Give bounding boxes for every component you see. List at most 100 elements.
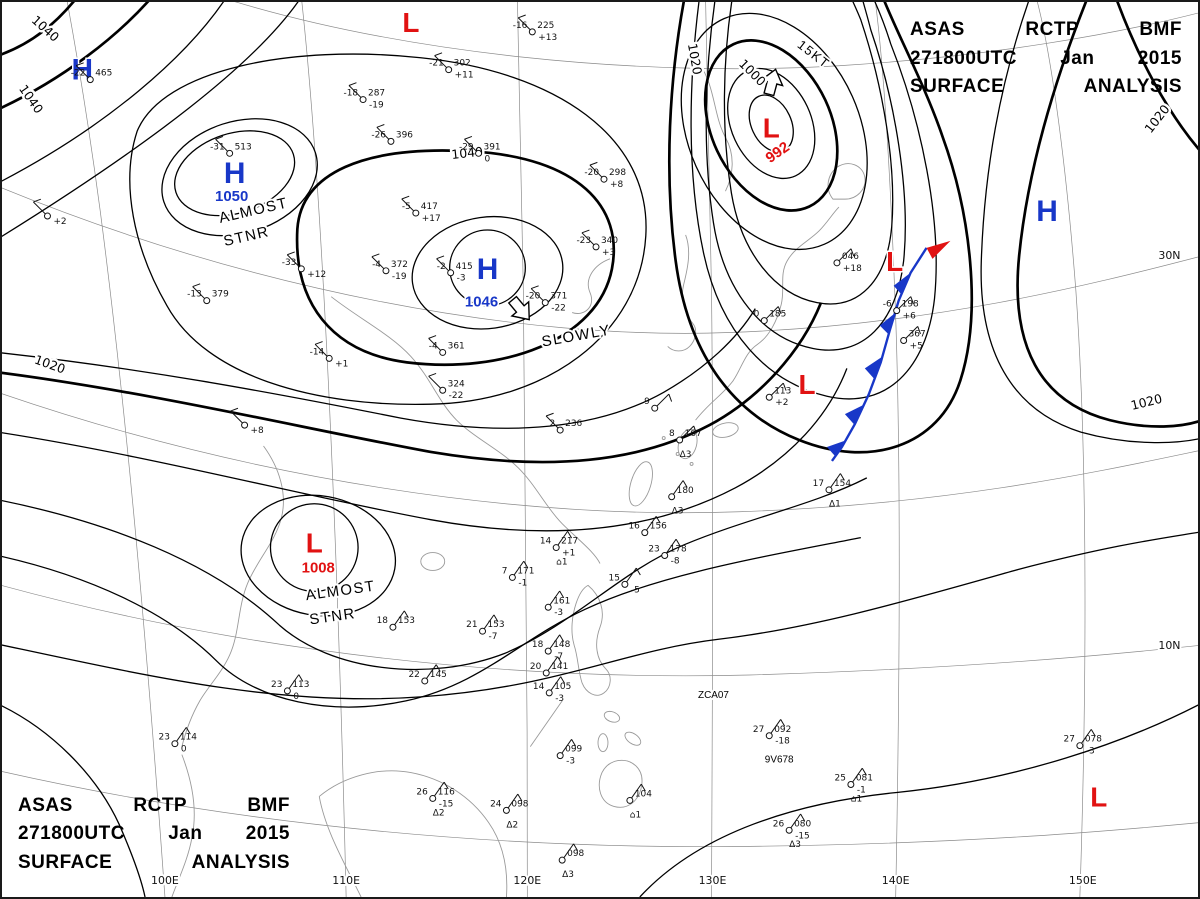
station-circle <box>765 393 773 401</box>
station-extra: Δ2 <box>506 820 518 830</box>
isobar-l992-ring-1 <box>748 94 794 153</box>
station-pressure: 105 <box>554 682 571 692</box>
station-pressure: 217 <box>561 537 578 547</box>
station-pressure: 287 <box>368 89 385 99</box>
station-temp: 23 <box>271 680 282 690</box>
station-plot: +8 <box>230 407 264 436</box>
station-plot: 099-3 <box>556 739 583 767</box>
station-plot: -20 298 +8 <box>584 161 626 190</box>
coast-visayas-1 <box>603 710 621 723</box>
grid-label: 110E <box>332 874 360 887</box>
annotation-stnr: STNR <box>222 223 271 250</box>
station-temp: 23 <box>648 545 659 555</box>
station-pressure: 046 <box>842 252 859 262</box>
station-temp: 0 <box>754 310 760 320</box>
wind-barb-tick <box>635 567 641 576</box>
isobar-low-open-1 <box>723 2 894 305</box>
station-plot: 18 148 -7 <box>532 634 571 662</box>
coast-visayas-3 <box>597 733 609 753</box>
title-line-2: 271800UTC Jan 2015 <box>910 47 1182 69</box>
station-plot: 21 153 -7 <box>466 614 505 642</box>
station-plot: 18 153 <box>377 610 415 631</box>
station-circle <box>203 297 211 305</box>
station-extra: Δ1 <box>829 500 841 510</box>
wind-barb-tick <box>839 473 845 481</box>
wind-barb-tick <box>428 372 437 377</box>
coast-okhotsk <box>699 63 733 192</box>
station-pressure: 114 <box>180 733 197 743</box>
coast-china <box>330 296 601 564</box>
station-tendency: -15 <box>439 799 454 809</box>
coast-hainan <box>420 552 446 571</box>
station-pressure: 465 <box>95 69 112 79</box>
station-pressure: 171 <box>517 566 534 576</box>
station-tendency: -19 <box>392 272 407 282</box>
station-tendency: +11 <box>455 71 474 81</box>
coast-taiwan <box>628 461 653 507</box>
station-pressure: 361 <box>448 341 465 351</box>
station-circle <box>545 689 553 697</box>
wind-barb-tick <box>559 634 565 642</box>
station-plot: -2 415 -3 <box>436 255 473 284</box>
isobar-1020-low <box>667 2 974 454</box>
isobar-label: 1020 <box>685 42 705 76</box>
cold-front-triangle <box>826 440 847 456</box>
station-circle <box>439 386 447 394</box>
open-arrow-icon <box>507 295 530 321</box>
station-extra: Δ3 <box>789 840 801 850</box>
meridian-120e <box>517 2 528 897</box>
station-pressure: 417 <box>421 202 438 212</box>
station-pressure: 513 <box>235 142 252 152</box>
wind-barb-tick <box>185 727 191 735</box>
low-center-symbol: L <box>886 246 903 277</box>
station-circle <box>445 66 453 74</box>
station-temp: 14 <box>540 537 552 547</box>
station-plot: -4 361 <box>428 335 465 356</box>
station-plot: -18 287 -19 <box>343 82 385 111</box>
station-plot: 104 ⌂1 <box>626 783 652 820</box>
station-pressure: 153 <box>398 616 415 626</box>
station-pressure: 302 <box>454 59 471 69</box>
station-extra: Δ3 <box>672 507 684 517</box>
meridian-140e <box>875 2 900 897</box>
wind-barb-tick <box>443 781 449 790</box>
station-circle <box>556 426 564 434</box>
station-tendency: +1 <box>562 549 575 559</box>
station-circle <box>447 269 455 277</box>
wind-barb-tick <box>589 161 598 166</box>
station-plot: -31 513 <box>210 136 252 157</box>
wind-barb-tick <box>559 590 565 599</box>
station-plot: 113+2 <box>765 382 791 408</box>
station-circle <box>668 493 676 501</box>
isobar-label: 1020 <box>33 352 68 377</box>
station-circle <box>412 209 420 217</box>
station-circle <box>429 794 437 802</box>
station-temp: -16 <box>513 21 528 31</box>
wind-barb-tick <box>403 610 409 619</box>
station-plot: 2 236 <box>545 412 583 434</box>
station-plot: 8 167 Δ3 <box>669 425 702 460</box>
station-plot: -5 417 +17 <box>401 195 441 224</box>
meridian-100e <box>66 2 166 897</box>
isobar-1040-loop <box>295 149 616 367</box>
isobar-l992-ring-3 <box>680 12 868 251</box>
station-plot: 9 <box>644 393 673 412</box>
title-line-3: SURFACE ANALYSIS <box>18 851 290 873</box>
wind-barb-tick <box>33 198 42 203</box>
coast-ryukyu-1 <box>661 436 666 440</box>
wind-barb-tick <box>571 739 577 747</box>
grid-label: 10N <box>1158 639 1180 652</box>
station-temp: -5 <box>402 202 411 212</box>
station-pressure: 415 <box>456 262 473 272</box>
station-pressure: 154 <box>834 479 851 489</box>
station-plot: -6 198 +6 <box>883 296 919 322</box>
station-pressure: 372 <box>391 260 408 270</box>
cold-front-triangle <box>864 356 883 379</box>
station-temp: -20 <box>584 168 599 178</box>
station-pressure: 098 <box>511 799 528 809</box>
isobar-h1046-inner <box>449 229 526 307</box>
station-plot: 046+18 <box>833 248 862 274</box>
station-tendency: -5 <box>631 585 640 595</box>
